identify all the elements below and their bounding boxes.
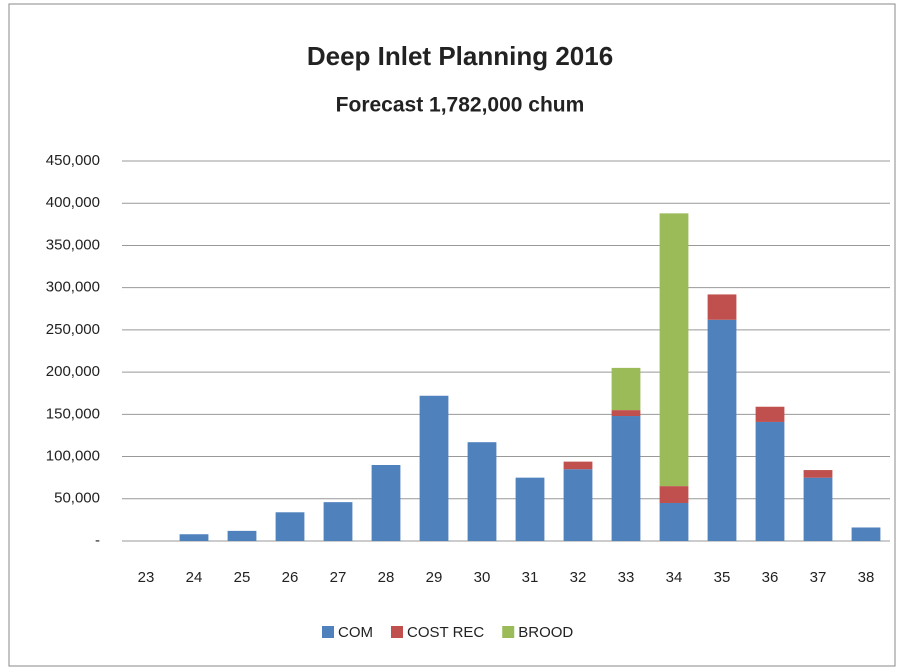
y-tick-label: 450,000 xyxy=(46,152,100,169)
bar-segment xyxy=(659,486,689,503)
legend-swatch xyxy=(502,626,515,638)
bar-segment xyxy=(467,442,497,541)
bar-segment xyxy=(179,534,209,541)
chart-border xyxy=(8,3,896,667)
y-tick-label: 400,000 xyxy=(46,194,100,211)
chart-title: Deep Inlet Planning 2016 xyxy=(307,41,613,71)
bar-segment xyxy=(611,410,641,417)
bar-segment xyxy=(803,470,833,478)
x-tick-label: 27 xyxy=(330,569,347,586)
y-tick-label: - xyxy=(95,532,100,549)
bar-segment xyxy=(227,530,257,541)
x-tick-label: 35 xyxy=(714,569,731,586)
bar-segment xyxy=(275,512,305,541)
y-tick-label: 100,000 xyxy=(46,448,100,465)
y-tick-label: 300,000 xyxy=(46,279,100,296)
x-tick-label: 34 xyxy=(666,569,683,586)
bar-segment xyxy=(611,367,641,411)
x-tick-label: 38 xyxy=(858,569,875,586)
x-tick-label: 31 xyxy=(522,569,539,586)
chart-subtitle: Forecast 1,782,000 chum xyxy=(336,94,585,117)
x-tick-label: 37 xyxy=(810,569,827,586)
bar-segment xyxy=(371,465,401,541)
legend-label: COST REC xyxy=(407,624,484,641)
legend-label: BROOD xyxy=(518,624,573,641)
bar-segment xyxy=(755,406,785,422)
bar-segment xyxy=(515,477,545,541)
x-tick-label: 32 xyxy=(570,569,587,586)
x-tick-label: 36 xyxy=(762,569,779,586)
bar-segment xyxy=(419,395,449,541)
x-tick-label: 25 xyxy=(234,569,251,586)
bar-segment xyxy=(659,503,689,541)
bar-segment xyxy=(323,502,353,541)
bar-segment xyxy=(659,213,689,487)
bar-segment xyxy=(803,477,833,541)
bar-segment xyxy=(611,416,641,541)
x-tick-label: 33 xyxy=(618,569,635,586)
x-tick-label: 23 xyxy=(138,569,155,586)
x-tick-label: 28 xyxy=(378,569,395,586)
bar-segment xyxy=(707,319,737,541)
bar-segment xyxy=(851,527,881,541)
y-tick-label: 50,000 xyxy=(54,490,100,507)
legend-swatch xyxy=(322,626,334,638)
y-tick-label: 200,000 xyxy=(46,363,100,380)
legend-label: COM xyxy=(338,624,373,641)
x-tick-label: 29 xyxy=(426,569,443,586)
legend-swatch xyxy=(391,626,403,638)
y-tick-label: 250,000 xyxy=(46,321,100,338)
y-tick-label: 350,000 xyxy=(46,236,100,253)
bar-segment xyxy=(755,421,785,541)
y-tick-label: 150,000 xyxy=(46,405,100,422)
bar-segment xyxy=(707,294,737,320)
x-tick-label: 24 xyxy=(186,569,203,586)
x-tick-label: 30 xyxy=(474,569,491,586)
x-tick-label: 26 xyxy=(282,569,299,586)
bar-segment xyxy=(563,469,593,541)
bar-segment xyxy=(563,461,593,470)
